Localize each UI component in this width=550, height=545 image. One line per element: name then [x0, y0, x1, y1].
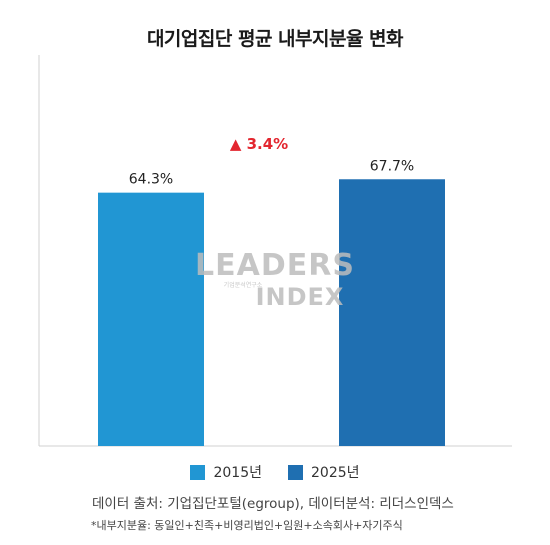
legend: 2015년 2025년: [0, 462, 550, 482]
bar-2015년: [98, 192, 204, 446]
bar-2025년: [339, 179, 445, 446]
bar-chart: 64.3% 67.7% LEADERS 기업분석연구소 INDEX ▲ 3.4%: [38, 55, 512, 447]
chart-title: 대기업집단 평균 내부지분율 변화: [146, 28, 404, 50]
legend-item-2015: 2015년: [190, 462, 262, 482]
bar-value-label: 67.7%: [370, 158, 414, 174]
legend-swatch-2015: [190, 464, 206, 480]
footnote: *내부지분율: 동일인+친족+비영리법인+임원+소속회사+자기주식: [91, 519, 403, 532]
bar-value-label: 64.3%: [129, 172, 173, 188]
watermark-leaders: LEADERS: [195, 248, 355, 283]
data-source: 데이터 출처: 기업집단포털(egroup), 데이터분석: 리더스인덱스: [92, 496, 454, 512]
bars-group: 64.3% 67.7%: [98, 158, 445, 446]
legend-swatch-2025: [288, 464, 303, 480]
watermark: LEADERS 기업분석연구소 INDEX: [195, 248, 355, 311]
legend-label-2015: 2015년: [213, 465, 262, 481]
legend-item-2025: 2025년: [288, 462, 360, 482]
watermark-index: INDEX: [256, 283, 345, 311]
watermark-sub: 기업분석연구소: [224, 281, 263, 289]
legend-label-2025: 2025년: [311, 465, 360, 481]
change-annotation: ▲ 3.4%: [230, 135, 288, 153]
